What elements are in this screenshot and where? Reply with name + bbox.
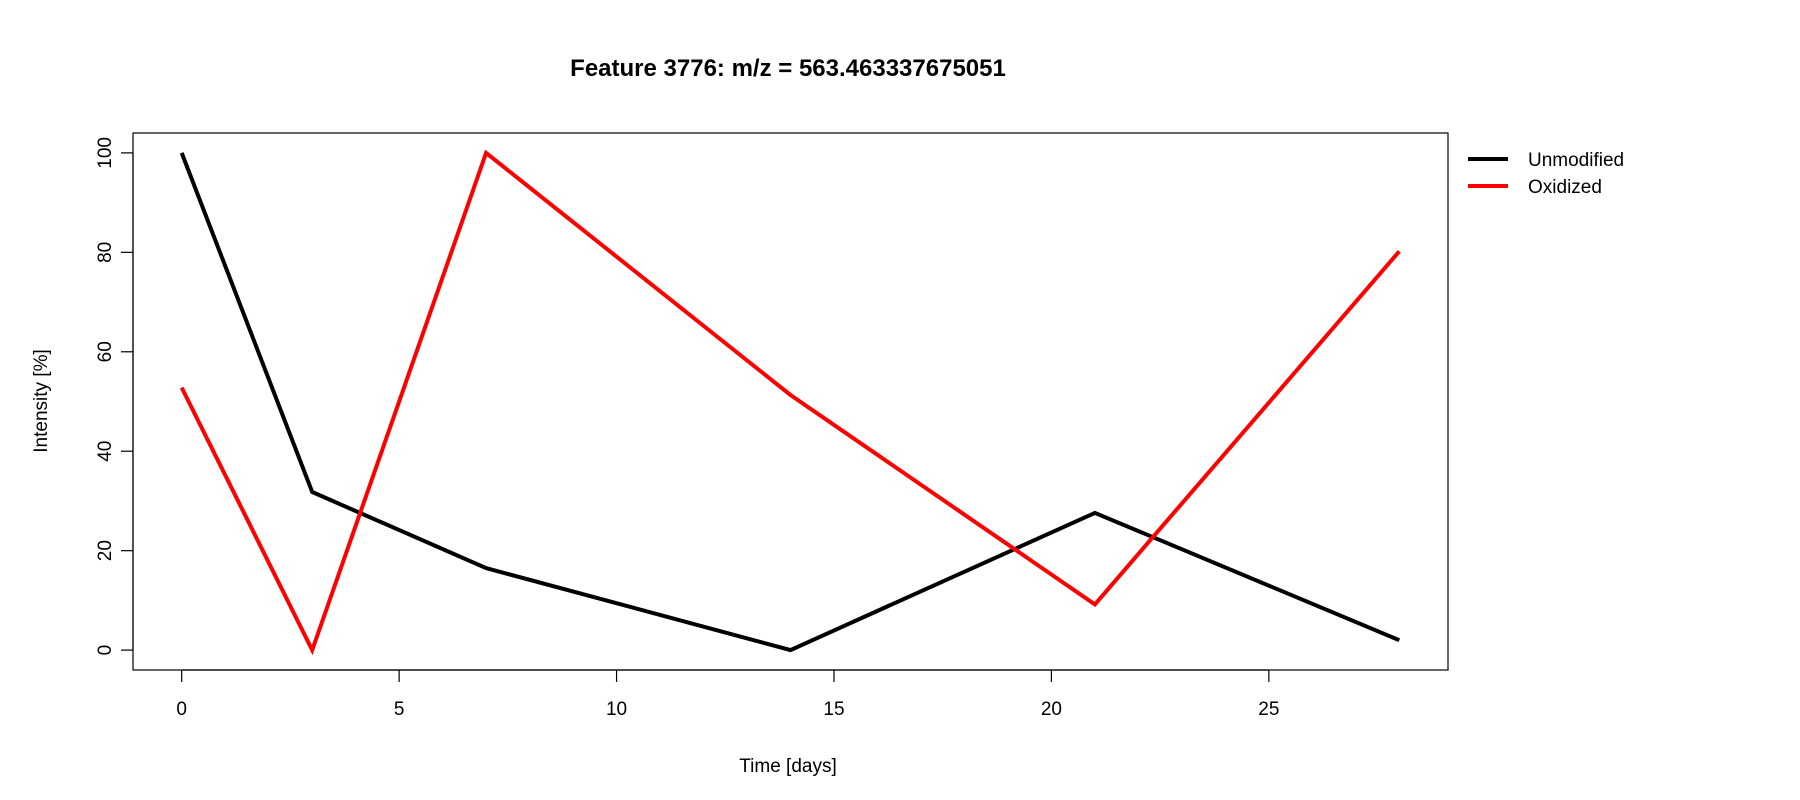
legend: Unmodified Oxidized bbox=[1468, 150, 1624, 198]
x-tick-label: 20 bbox=[1041, 699, 1062, 720]
y-axis: 0 20 40 60 80 100 bbox=[95, 137, 134, 656]
plot-frame bbox=[132, 132, 1449, 671]
x-tick-label: 15 bbox=[823, 699, 844, 720]
chart-title: Feature 3776: m/z = 563.463337675051 bbox=[570, 55, 1006, 82]
y-tick-label: 80 bbox=[95, 242, 116, 263]
x-axis-label: Time [days] bbox=[739, 756, 837, 777]
series-line-oxidized bbox=[179, 149, 1401, 656]
y-axis-label: Intensity [%] bbox=[31, 349, 52, 453]
series-layer bbox=[179, 149, 1401, 656]
y-tick-label: 20 bbox=[95, 540, 116, 561]
legend-label-unmodified: Unmodified bbox=[1528, 150, 1624, 171]
x-tick-label: 10 bbox=[606, 699, 627, 720]
y-tick-label: 100 bbox=[95, 137, 116, 169]
legend-label-oxidized: Oxidized bbox=[1528, 177, 1602, 198]
x-tick-label: 25 bbox=[1258, 699, 1279, 720]
x-axis: 0 5 10 15 20 25 bbox=[176, 669, 1279, 720]
series-line-unmodified bbox=[179, 152, 1401, 653]
plot-area bbox=[132, 132, 1449, 671]
y-tick-label: 0 bbox=[95, 645, 116, 656]
y-tick-label: 60 bbox=[95, 341, 116, 362]
x-tick-label: 5 bbox=[394, 699, 405, 720]
x-tick-label: 0 bbox=[176, 699, 187, 720]
y-tick-label: 40 bbox=[95, 441, 116, 462]
